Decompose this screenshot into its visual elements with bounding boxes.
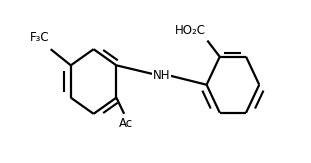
Text: Ac: Ac xyxy=(118,117,133,130)
Text: F₃C: F₃C xyxy=(30,31,49,44)
Text: HO₂C: HO₂C xyxy=(175,24,206,37)
Text: NH: NH xyxy=(153,68,170,82)
